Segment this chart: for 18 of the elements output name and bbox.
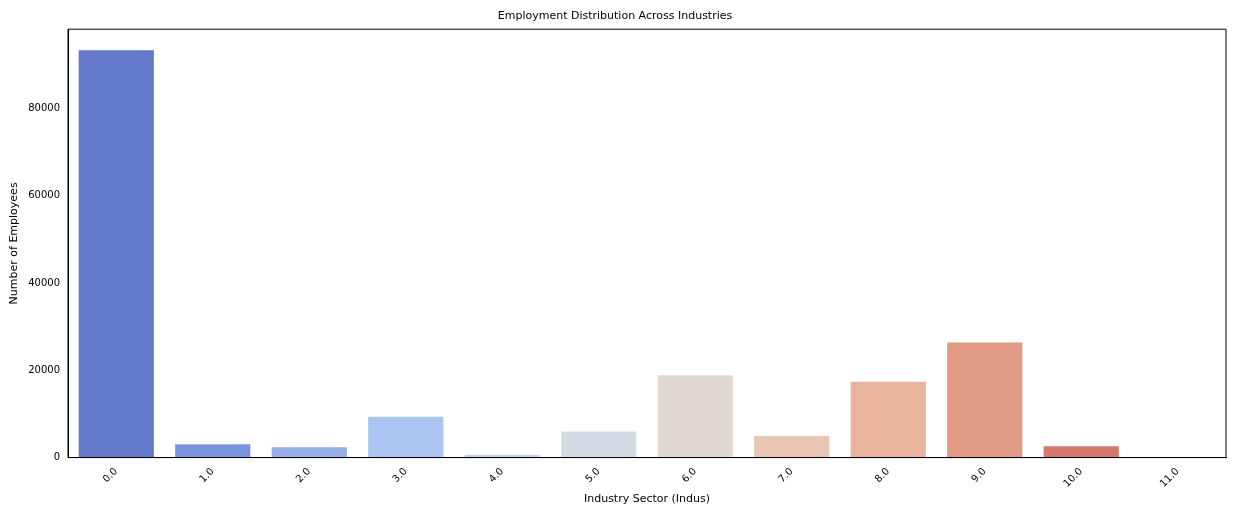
y-tick-label: 60000 <box>28 189 61 201</box>
y-axis-title: Number of Employees <box>7 182 21 305</box>
x-tick-label: 3.0 <box>389 465 410 485</box>
chart-title: Employment Distribution Across Industries <box>497 9 733 23</box>
x-tick-label: 2.0 <box>293 465 313 485</box>
x-tick-label: 5.0 <box>582 465 602 485</box>
x-axis-title: Industry Sector (Indus) <box>583 492 711 506</box>
x-tick-label: 8.0 <box>872 465 892 485</box>
x-tick-label: 7.0 <box>775 465 795 485</box>
x-tick-label: 9.0 <box>968 465 988 485</box>
x-tick-label: 1.0 <box>196 465 217 485</box>
x-tick-label: 4.0 <box>486 465 506 485</box>
x-tick-label: 0.0 <box>100 465 120 485</box>
y-tick-label: 40000 <box>28 276 61 288</box>
x-tick-label: 6.0 <box>679 465 699 485</box>
y-tick-label: 0 <box>53 451 61 463</box>
y-tick-label: 20000 <box>28 363 61 375</box>
y-tick-label: 80000 <box>28 102 61 114</box>
